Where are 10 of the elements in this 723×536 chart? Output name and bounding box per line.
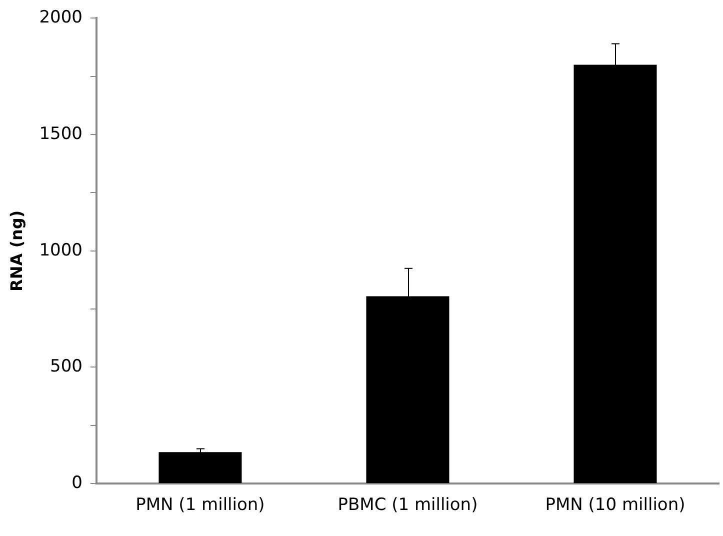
y-tick-label: 1500 xyxy=(39,124,82,144)
bar xyxy=(158,452,242,484)
x-tick-label: PMN (10 million) xyxy=(545,495,686,516)
y-tick-label: 1000 xyxy=(39,240,82,260)
y-tick-label: 500 xyxy=(50,356,82,377)
x-tick-label: PMN (1 million) xyxy=(136,495,265,516)
y-axis-title: RNA (ng) xyxy=(6,210,26,292)
y-tick-label: 2000 xyxy=(39,8,82,28)
x-tick-label: PBMC (1 million) xyxy=(338,495,478,516)
y-tick-label: 0 xyxy=(72,473,82,494)
